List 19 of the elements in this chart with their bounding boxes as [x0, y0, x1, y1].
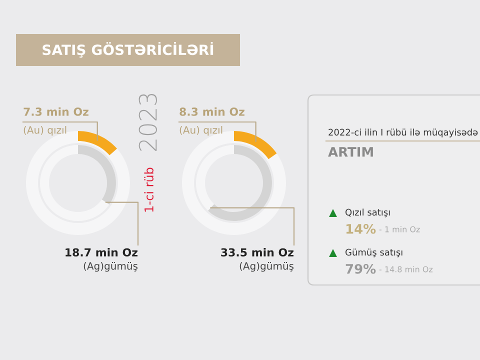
category-label: (Au) qızıl — [180, 126, 222, 136]
data-label: 33.5 min Oz — [221, 248, 294, 257]
text: Qızıl satışı — [346, 208, 390, 218]
text: - 14.8 min Oz — [379, 266, 433, 272]
category-label: (Ag)gümüş — [84, 262, 138, 272]
text: 2023 — [138, 94, 157, 151]
data-label: 8.3 min Oz — [180, 107, 244, 116]
text: 14% — [346, 224, 376, 234]
data-label: 18.7 min Oz — [66, 248, 138, 257]
category-label: (Au) qızıl — [24, 126, 66, 136]
category-label: (Ag)gümüş — [240, 262, 294, 272]
text: 79% — [346, 264, 376, 274]
data-label: 7.3 min Oz — [24, 107, 88, 116]
text: 1-ci rüb — [144, 168, 154, 212]
text: 2022-ci ilin I rübü ilə müqayisədə — [328, 128, 478, 138]
text: SATIŞ GÖSTƏRİCİLƏRİ — [42, 42, 214, 58]
text: ARTIM — [328, 147, 373, 157]
text: - 1 min Oz — [379, 226, 420, 232]
text: Gümüş satışı — [346, 248, 402, 258]
